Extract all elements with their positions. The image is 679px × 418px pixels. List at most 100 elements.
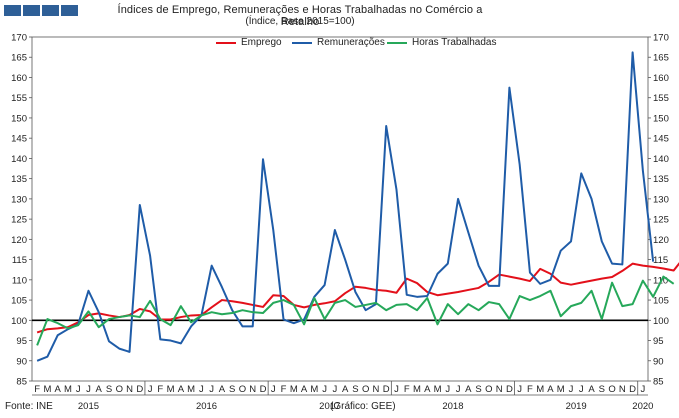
x-month-label: D: [629, 384, 636, 395]
x-month-label: J: [569, 384, 574, 395]
y-tick-label-left: 110: [12, 275, 27, 286]
y-tick-label-left: 105: [11, 296, 27, 307]
x-month-label: O: [362, 384, 369, 395]
y-tick-label-left: 160: [11, 73, 27, 84]
y-tick-label-right: 165: [653, 53, 669, 64]
y-tick-label-left: 145: [11, 134, 27, 145]
legend-label-horas: Horas Trabalhadas: [412, 37, 497, 48]
y-tick-label-right: 85: [653, 377, 664, 388]
x-month-label: M: [310, 384, 318, 395]
y-tick-label-left: 155: [11, 93, 27, 104]
x-month-label: D: [136, 384, 143, 395]
y-tick-label-left: 150: [11, 113, 27, 124]
y-tick-label-right: 130: [653, 194, 669, 205]
x-month-label: S: [352, 384, 358, 395]
legend-item-emprego: Emprego: [216, 37, 282, 48]
x-year-label: 2017: [319, 401, 340, 412]
legend-item-horas: Horas Trabalhadas: [387, 37, 497, 48]
x-month-label: N: [249, 384, 256, 395]
chart-subtitle: (Índice, Base 2015=100): [245, 16, 355, 27]
y-tick-label-left: 125: [11, 215, 27, 226]
x-month-label: A: [465, 384, 472, 395]
legend-label-remuneracoes: Remunerações: [317, 37, 385, 48]
x-month-label: S: [599, 384, 605, 395]
x-month-label: J: [332, 384, 337, 395]
x-month-label: S: [106, 384, 112, 395]
x-month-label: J: [86, 384, 91, 395]
y-tick-label-right: 125: [653, 215, 669, 226]
x-month-label: J: [517, 384, 522, 395]
series-lines: [36, 51, 679, 362]
y-tick-label-left: 115: [12, 255, 27, 266]
x-month-label: M: [290, 384, 298, 395]
x-month-label: F: [157, 384, 163, 395]
x-month-label: M: [187, 384, 195, 395]
series-line-emprego: [36, 262, 679, 334]
y-tick-label-right: 100: [653, 316, 669, 327]
x-month-label: J: [76, 384, 81, 395]
x-month-label: D: [383, 384, 390, 395]
series-line-horas: [36, 275, 675, 346]
x-month-label: O: [485, 384, 492, 395]
x-month-label: F: [281, 384, 287, 395]
y-tick-label-right: 115: [653, 255, 668, 266]
x-month-label: A: [588, 384, 595, 395]
x-month-label: J: [271, 384, 276, 395]
logo-block-2: [23, 5, 40, 16]
y-tick-label-left: 170: [11, 33, 27, 44]
chart-title: Índices de Emprego, Remunerações e Horas…: [117, 4, 483, 28]
y-tick-label-right: 120: [653, 235, 669, 246]
legend-swatch-emprego: [216, 41, 236, 44]
x-month-label: N: [619, 384, 626, 395]
x-month-label: O: [239, 384, 246, 395]
x-month-label: O: [116, 384, 123, 395]
logo-block-3: [42, 5, 59, 16]
y-tick-label-right: 170: [653, 33, 669, 44]
x-month-label: J: [322, 384, 327, 395]
y-tick-label-left: 100: [11, 316, 27, 327]
legend-swatch-remuneracoes: [292, 41, 312, 44]
x-month-label: J: [394, 384, 399, 395]
y-tick-label-right: 155: [653, 93, 669, 104]
x-month-label: M: [536, 384, 544, 395]
series-line-remuneracoes: [36, 51, 655, 362]
legend-item-remuneracoes: Remunerações: [292, 37, 385, 48]
x-month-label: M: [557, 384, 565, 395]
x-month-label: J: [456, 384, 461, 395]
x-month-label: D: [506, 384, 513, 395]
x-month-label: A: [301, 384, 308, 395]
y-tick-label-right: 150: [653, 113, 669, 124]
x-month-label: N: [496, 384, 503, 395]
y-tick-label-right: 105: [653, 296, 669, 307]
x-month-label: J: [209, 384, 214, 395]
x-month-label: A: [342, 384, 349, 395]
x-month-label: F: [404, 384, 410, 395]
x-month-label: M: [43, 384, 51, 395]
x-month-label: J: [199, 384, 204, 395]
x-month-label: J: [640, 384, 645, 395]
x-month-label: S: [475, 384, 481, 395]
y-tick-label-right: 90: [653, 356, 664, 367]
logo-block-4: [61, 5, 78, 16]
x-month-label: M: [167, 384, 175, 395]
x-month-label: J: [579, 384, 584, 395]
plot-area-frame: [31, 36, 649, 382]
x-month-label: M: [413, 384, 421, 395]
y-tick-label-left: 130: [11, 194, 27, 205]
y-tick-label-left: 120: [11, 235, 27, 246]
x-year-label: 2019: [566, 401, 587, 412]
y-tick-label-left: 135: [11, 174, 27, 185]
y-tick-label-left: 95: [16, 336, 27, 347]
y-tick-label-left: 140: [11, 154, 27, 165]
y-tick-label-right: 145: [653, 134, 669, 145]
logo-block-1: [4, 5, 21, 16]
y-tick-label-left: 90: [16, 356, 27, 367]
x-month-label: A: [54, 384, 61, 395]
y-tick-label-right: 140: [653, 154, 669, 165]
x-month-label: N: [372, 384, 379, 395]
x-year-label: 2020: [632, 401, 653, 412]
y-tick-label-right: 160: [653, 73, 669, 84]
